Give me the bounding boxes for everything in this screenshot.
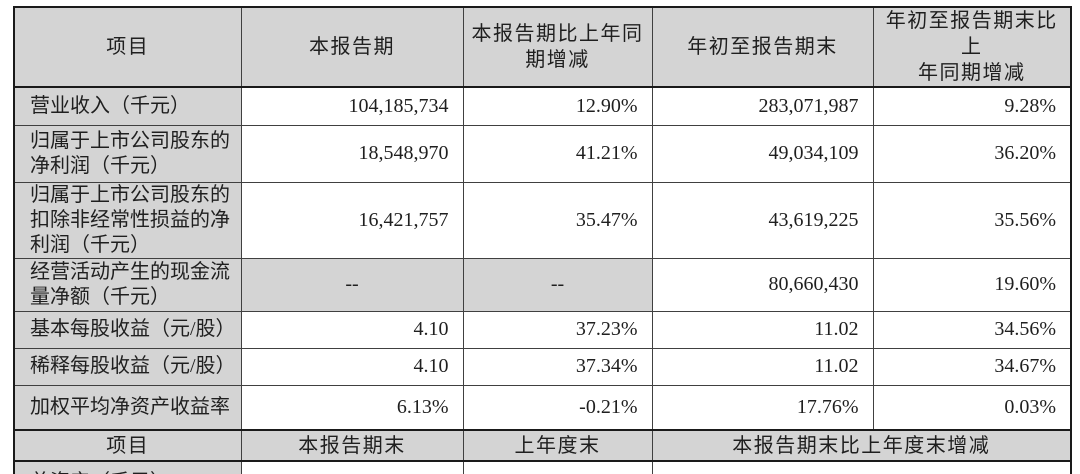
net-profit-ytd-yoy-cell: 36.20% bbox=[872, 124, 1072, 183]
header-current-yoy: 本报告期比上年同 期增减 bbox=[462, 6, 653, 88]
net-profit-excl-current-cell: 16,421,757 bbox=[240, 181, 464, 259]
row-label-net-profit: 归属于上市公司股东的 净利润（千元） bbox=[13, 124, 242, 183]
row-label-net-profit-excl-nonrecurring: 归属于上市公司股东的 扣除非经常性损益的净 利润（千元） bbox=[13, 181, 242, 259]
total-assets-period-end-cell: 896,082,131 bbox=[240, 460, 464, 474]
roe-ytd-cell: 17.76% bbox=[651, 384, 874, 431]
revenue-ytd-yoy-cell: 9.28% bbox=[872, 86, 1072, 126]
table-row: 经营活动产生的现金流 量净额（千元） -- -- 80,660,430 19.6… bbox=[13, 257, 1072, 312]
revenue-current-cell: 104,185,734 bbox=[240, 86, 464, 126]
header-ytd: 年初至报告期末 bbox=[651, 6, 874, 88]
net-profit-current-yoy-cell: 41.21% bbox=[462, 124, 653, 183]
row-label-diluted-eps: 稀释每股收益（元/股） bbox=[13, 347, 242, 386]
header-ytd-yoy: 年初至报告期末比上 年同期增减 bbox=[872, 6, 1072, 88]
net-profit-ytd-cell: 49,034,109 bbox=[651, 124, 874, 183]
diluted-eps-current-cell: 4.10 bbox=[240, 347, 464, 386]
basic-eps-current-yoy-cell: 37.23% bbox=[462, 310, 653, 349]
header2-period-end: 本报告期末 bbox=[240, 429, 464, 462]
row-label-operating-cash-flow: 经营活动产生的现金流 量净额（千元） bbox=[13, 257, 242, 312]
basic-eps-ytd-cell: 11.02 bbox=[651, 310, 874, 349]
diluted-eps-ytd-yoy-cell: 34.67% bbox=[872, 347, 1072, 386]
total-assets-change-cell: 13.91% bbox=[651, 460, 1072, 474]
diluted-eps-current-yoy-cell: 37.34% bbox=[462, 347, 653, 386]
cash-flow-ytd-yoy-cell: 19.60% bbox=[872, 257, 1072, 312]
table-row: 稀释每股收益（元/股） 4.10 37.34% 11.02 34.67% bbox=[13, 347, 1072, 386]
header-item: 项目 bbox=[13, 6, 242, 88]
table-row: 加权平均净资产收益率 6.13% -0.21% 17.76% 0.03% bbox=[13, 384, 1072, 431]
table-header-row-2: 项目 本报告期末 上年度末 本报告期末比上年度末增减 bbox=[13, 429, 1072, 462]
row-label-weighted-roe: 加权平均净资产收益率 bbox=[13, 384, 242, 431]
header2-change: 本报告期末比上年度末增减 bbox=[651, 429, 1072, 462]
table-row: 总资产（千元） 896,082,131 786,658,123 13.91% bbox=[13, 460, 1072, 474]
table-row: 归属于上市公司股东的 扣除非经常性损益的净 利润（千元） 16,421,757 … bbox=[13, 181, 1072, 259]
roe-ytd-yoy-cell: 0.03% bbox=[872, 384, 1072, 431]
cash-flow-ytd-cell: 80,660,430 bbox=[651, 257, 874, 312]
total-assets-prev-year-end-cell: 786,658,123 bbox=[462, 460, 653, 474]
cash-flow-current-yoy-cell: -- bbox=[462, 257, 653, 312]
basic-eps-current-cell: 4.10 bbox=[240, 310, 464, 349]
header-current-period: 本报告期 bbox=[240, 6, 464, 88]
net-profit-excl-current-yoy-cell: 35.47% bbox=[462, 181, 653, 259]
cash-flow-current-cell: -- bbox=[240, 257, 464, 312]
row-label-basic-eps: 基本每股收益（元/股） bbox=[13, 310, 242, 349]
revenue-current-yoy-cell: 12.90% bbox=[462, 86, 653, 126]
net-profit-excl-ytd-yoy-cell: 35.56% bbox=[872, 181, 1072, 259]
diluted-eps-ytd-cell: 11.02 bbox=[651, 347, 874, 386]
table-row: 基本每股收益（元/股） 4.10 37.23% 11.02 34.56% bbox=[13, 310, 1072, 349]
row-label-total-assets: 总资产（千元） bbox=[13, 460, 242, 474]
table-row: 归属于上市公司股东的 净利润（千元） 18,548,970 41.21% 49,… bbox=[13, 124, 1072, 183]
row-label-revenue: 营业收入（千元） bbox=[13, 86, 242, 126]
revenue-ytd-cell: 283,071,987 bbox=[651, 86, 874, 126]
header2-item: 项目 bbox=[13, 429, 242, 462]
table-header-row: 项目 本报告期 本报告期比上年同 期增减 年初至报告期末 年初至报告期末比上 年… bbox=[13, 6, 1072, 88]
basic-eps-ytd-yoy-cell: 34.56% bbox=[872, 310, 1072, 349]
roe-current-cell: 6.13% bbox=[240, 384, 464, 431]
net-profit-current-cell: 18,548,970 bbox=[240, 124, 464, 183]
financial-summary-table: 项目 本报告期 本报告期比上年同 期增减 年初至报告期末 年初至报告期末比上 年… bbox=[13, 6, 1072, 474]
roe-current-yoy-cell: -0.21% bbox=[462, 384, 653, 431]
header2-prev-year-end: 上年度末 bbox=[462, 429, 653, 462]
net-profit-excl-ytd-cell: 43,619,225 bbox=[651, 181, 874, 259]
table-row: 营业收入（千元） 104,185,734 12.90% 283,071,987 … bbox=[13, 86, 1072, 126]
